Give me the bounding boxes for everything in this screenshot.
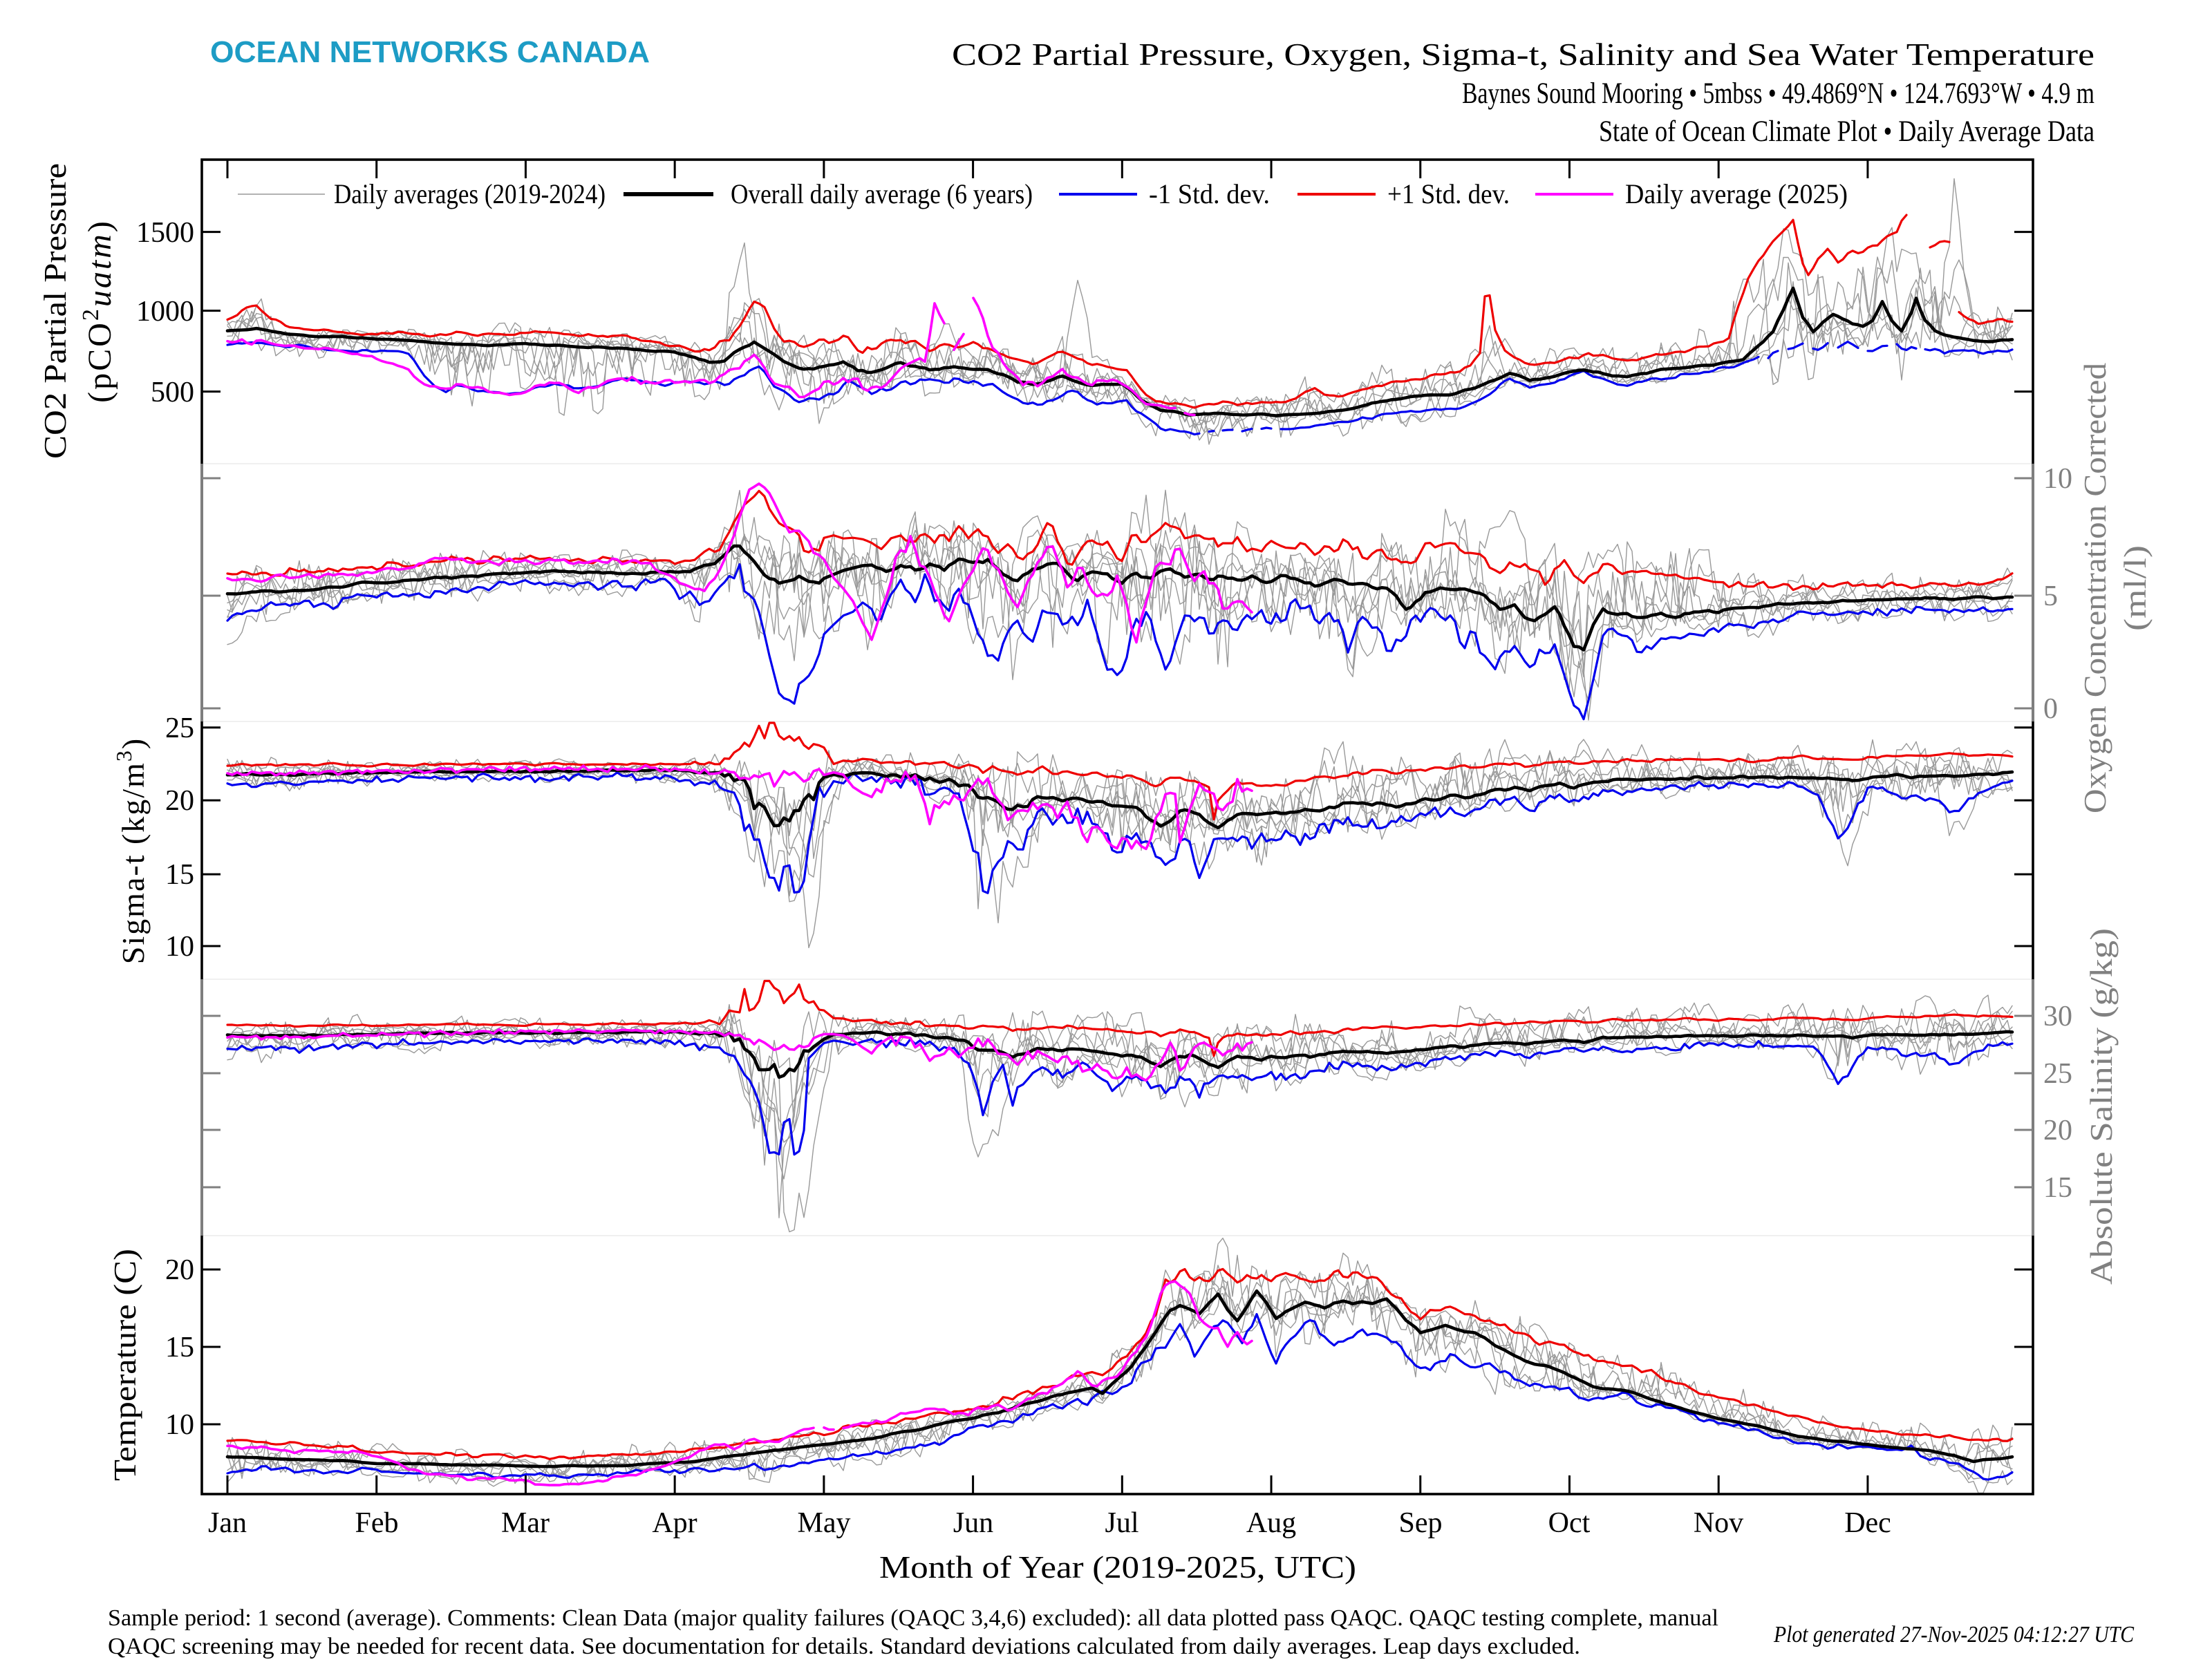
svg-text:Plot generated 27-Nov-2025 04:: Plot generated 27-Nov-2025 04:12:27 UTC [1773, 1622, 2134, 1647]
svg-text:20: 20 [165, 785, 194, 817]
svg-text:Oxygen Concentration Corrected: Oxygen Concentration Corrected [2077, 363, 2112, 813]
svg-text:Feb: Feb [355, 1507, 399, 1539]
svg-text:CO2 Partial Pressure: CO2 Partial Pressure [37, 163, 73, 459]
svg-text:0: 0 [2043, 693, 2058, 725]
svg-text:25: 25 [2043, 1058, 2072, 1090]
svg-text:20: 20 [2043, 1115, 2072, 1146]
svg-text:Absolute Salinity (g/kg): Absolute Salinity (g/kg) [2083, 928, 2119, 1285]
svg-text:Sep: Sep [1399, 1507, 1443, 1539]
svg-text:30: 30 [2043, 1001, 2072, 1032]
svg-text:Daily average (2025): Daily average (2025) [1625, 178, 1848, 209]
svg-text:Overall daily average (6 years: Overall daily average (6 years) [731, 178, 1033, 209]
svg-text:5: 5 [2043, 580, 2058, 612]
svg-text:OCEAN NETWORKS CANADA: OCEAN NETWORKS CANADA [210, 35, 650, 69]
svg-text:Nov: Nov [1694, 1507, 1743, 1539]
svg-text:10: 10 [165, 931, 194, 963]
svg-text:Daily averages (2019-2024): Daily averages (2019-2024) [334, 178, 606, 209]
svg-text:Mar: Mar [501, 1507, 550, 1539]
svg-text:15: 15 [165, 1332, 194, 1363]
svg-text:15: 15 [2043, 1172, 2072, 1204]
svg-text:State of Ocean Climate Plot •: State of Ocean Climate Plot • Daily Aver… [1599, 115, 2094, 148]
svg-text:(ml/l): (ml/l) [2117, 545, 2153, 631]
svg-text:CO2 Partial Pressure, Oxygen,: CO2 Partial Pressure, Oxygen, Sigma-t, S… [952, 37, 2094, 72]
svg-text:Aug: Aug [1246, 1507, 1296, 1539]
svg-text:10: 10 [165, 1409, 194, 1441]
svg-text:Sample period: 1 second (avera: Sample period: 1 second (average). Comme… [108, 1605, 1718, 1631]
svg-text:Sigma-t (kg/m3): Sigma-t (kg/m3) [111, 737, 151, 964]
svg-text:Apr: Apr [652, 1507, 697, 1539]
svg-text:20: 20 [165, 1254, 194, 1286]
svg-text:1500: 1500 [136, 217, 194, 249]
svg-text:+1 Std. dev.: +1 Std. dev. [1387, 178, 1510, 209]
svg-text:25: 25 [165, 712, 194, 744]
svg-text:15: 15 [165, 859, 194, 891]
svg-text:Oct: Oct [1548, 1507, 1591, 1539]
svg-text:500: 500 [151, 377, 194, 408]
svg-text:Jan: Jan [208, 1507, 247, 1539]
svg-text:Jul: Jul [1105, 1507, 1138, 1539]
svg-text:Dec: Dec [1844, 1507, 1891, 1539]
svg-text:1000: 1000 [136, 296, 194, 328]
svg-text:Jun: Jun [953, 1507, 993, 1539]
svg-text:-1 Std. dev.: -1 Std. dev. [1149, 178, 1270, 209]
svg-text:Temperature (C): Temperature (C) [107, 1249, 142, 1481]
svg-text:Month of Year (2019-2025, UTC): Month of Year (2019-2025, UTC) [879, 1549, 1356, 1585]
svg-text:10: 10 [2043, 463, 2072, 495]
svg-text:Baynes Sound Mooring • 5mbss •: Baynes Sound Mooring • 5mbss • 49.4869°N… [1462, 77, 2094, 110]
svg-text:QAQC screening may be needed f: QAQC screening may be needed for recent … [108, 1634, 1580, 1659]
svg-text:May: May [798, 1507, 851, 1539]
